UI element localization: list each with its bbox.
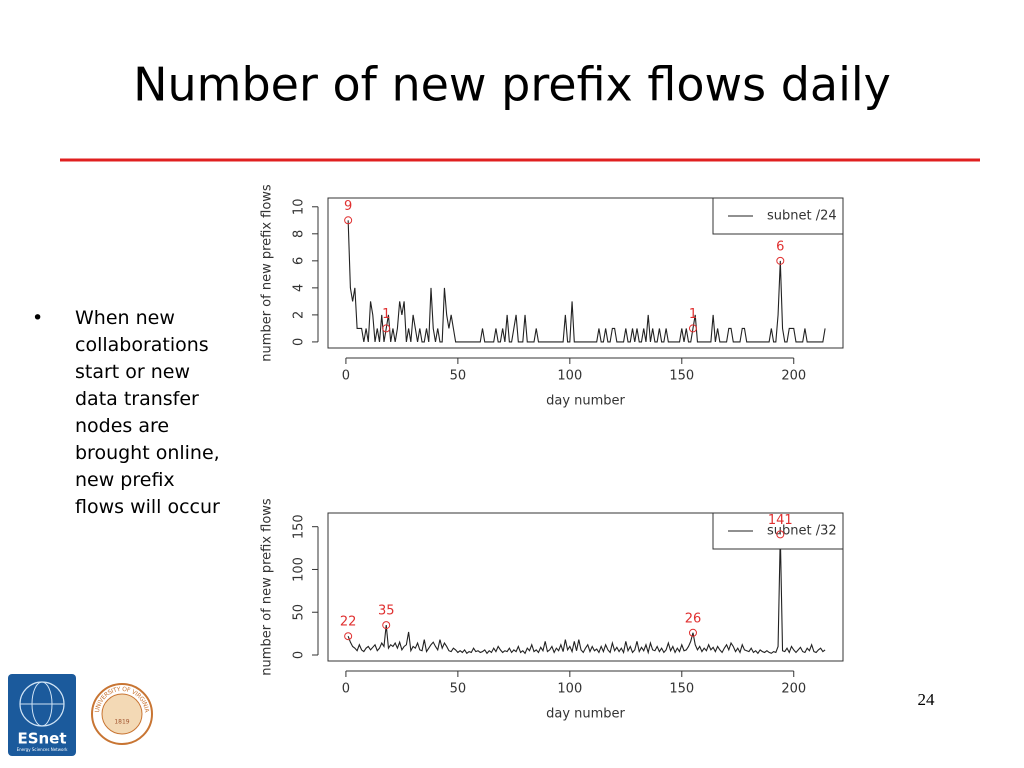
annotation-marker (344, 632, 353, 641)
annotation-marker (382, 621, 391, 630)
annotation-label: 6 (776, 239, 784, 254)
x-tick-label: 150 (669, 682, 694, 697)
y-tick-label: 50 (292, 604, 307, 621)
annotation-label: 26 (685, 611, 702, 626)
annotation-marker (776, 256, 785, 265)
y-axis-label: number of new prefix flows (260, 498, 275, 676)
annotation-label: 141 (768, 513, 793, 528)
annotation-label: 1 (689, 307, 697, 322)
plot-frame (327, 512, 844, 662)
annotation-marker (382, 324, 391, 333)
annotation-label: 35 (378, 604, 395, 619)
annotation-marker (688, 324, 697, 333)
x-tick-label: 100 (557, 369, 582, 384)
y-tick-label: 8 (292, 230, 307, 238)
esnet-logo (8, 674, 76, 756)
page-number: 24 (918, 690, 936, 709)
uva-year: 1819 (114, 719, 129, 726)
bullet-text: When new collaborations start or new dat… (75, 307, 220, 518)
slide-title: Number of new prefix flows daily (133, 58, 891, 112)
x-tick-label: 150 (669, 369, 694, 384)
y-tick-label: 4 (292, 284, 307, 292)
x-tick-label: 200 (781, 682, 806, 697)
plot-frame (327, 197, 844, 349)
y-axis-label: number of new prefix flows (260, 184, 275, 362)
data-line (347, 534, 826, 655)
esnet-name: ESnet (17, 730, 66, 748)
y-tick-label: 0 (292, 651, 307, 659)
y-tick-label: 150 (292, 514, 307, 539)
x-tick-label: 50 (450, 682, 467, 697)
y-tick-label: 100 (292, 557, 307, 582)
annotation-label: 22 (340, 615, 357, 630)
x-tick-label: 50 (450, 369, 467, 384)
legend-label: subnet /32 (767, 524, 837, 539)
y-tick-label: 2 (292, 311, 307, 319)
legend-label: subnet /24 (767, 209, 837, 224)
x-axis-label: day number (546, 707, 625, 722)
x-tick-label: 0 (342, 369, 350, 384)
annotation-marker (344, 216, 353, 225)
x-axis-label: day number (546, 394, 625, 409)
x-tick-label: 0 (342, 682, 350, 697)
x-tick-label: 100 (557, 682, 582, 697)
esnet-sub: Energy Sciences Network (17, 747, 69, 752)
annotation-label: 9 (344, 199, 352, 214)
annotation-label: 1 (382, 307, 390, 322)
annotation-marker (776, 530, 785, 539)
uva-seal (101, 693, 143, 735)
annotation-marker (688, 628, 697, 637)
y-tick-label: 6 (292, 257, 307, 265)
data-line (347, 220, 826, 343)
y-tick-label: 0 (292, 338, 307, 346)
bullet-marker: • (32, 307, 44, 329)
x-tick-label: 200 (781, 369, 806, 384)
y-tick-label: 10 (292, 199, 307, 216)
